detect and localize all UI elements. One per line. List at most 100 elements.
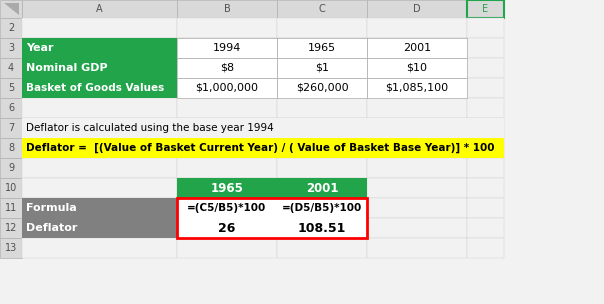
Bar — [367, 158, 467, 178]
Text: Formula: Formula — [26, 203, 77, 213]
Bar — [467, 158, 504, 178]
Bar — [467, 238, 504, 258]
Bar — [177, 58, 277, 78]
Bar — [177, 138, 277, 158]
Bar — [467, 58, 504, 78]
Bar — [22, 218, 177, 238]
Bar — [277, 18, 367, 38]
Polygon shape — [4, 3, 19, 15]
Bar — [177, 178, 277, 198]
Bar — [0, 238, 22, 258]
Bar — [367, 78, 467, 98]
Bar — [177, 78, 277, 98]
Bar — [277, 178, 367, 198]
Bar — [0, 98, 22, 118]
Bar — [177, 38, 277, 58]
Bar — [177, 238, 277, 258]
Bar — [367, 78, 467, 98]
Text: 8: 8 — [8, 143, 14, 153]
Bar — [277, 158, 367, 178]
Bar — [22, 58, 177, 78]
Text: 10: 10 — [5, 183, 17, 193]
Bar — [177, 98, 277, 118]
Bar — [467, 78, 504, 98]
Bar — [22, 118, 177, 138]
Bar — [277, 58, 367, 78]
Bar — [0, 138, 22, 158]
Bar — [277, 138, 367, 158]
Bar — [22, 218, 177, 238]
Bar — [0, 158, 22, 178]
Text: C: C — [319, 4, 326, 14]
Text: Nominal GDP: Nominal GDP — [26, 63, 108, 73]
Text: 5: 5 — [8, 83, 14, 93]
Text: 1994: 1994 — [213, 43, 241, 53]
Bar — [0, 218, 22, 238]
Bar — [467, 0, 504, 18]
Text: 7: 7 — [8, 123, 14, 133]
Text: =(C5/B5)*100: =(C5/B5)*100 — [187, 203, 266, 213]
Text: Deflator: Deflator — [26, 223, 77, 233]
Text: =(D5/B5)*100: =(D5/B5)*100 — [282, 203, 362, 213]
Text: 12: 12 — [5, 223, 17, 233]
Bar — [0, 18, 22, 38]
Bar — [367, 178, 467, 198]
Text: $1: $1 — [315, 63, 329, 73]
Bar — [277, 98, 367, 118]
Bar — [0, 198, 22, 218]
Bar — [367, 38, 467, 58]
Bar — [0, 118, 22, 138]
Bar — [177, 198, 277, 218]
Bar — [277, 198, 367, 218]
Bar — [0, 0, 22, 18]
Text: 108.51: 108.51 — [298, 222, 346, 234]
Text: $1,000,000: $1,000,000 — [196, 83, 259, 93]
Text: 2001: 2001 — [403, 43, 431, 53]
Bar — [277, 38, 367, 58]
Bar — [467, 118, 504, 138]
Bar — [367, 138, 467, 158]
Bar — [22, 238, 177, 258]
Bar — [467, 38, 504, 58]
Bar — [277, 238, 367, 258]
Bar — [467, 178, 504, 198]
Text: Basket of Goods Values: Basket of Goods Values — [26, 83, 164, 93]
Bar — [22, 78, 177, 98]
Bar — [367, 198, 467, 218]
Bar — [22, 18, 177, 38]
Bar — [177, 198, 367, 238]
Bar — [22, 38, 177, 58]
Text: $1,085,100: $1,085,100 — [385, 83, 449, 93]
Bar — [277, 78, 367, 98]
Bar — [367, 38, 467, 58]
Bar — [177, 18, 277, 38]
Text: 11: 11 — [5, 203, 17, 213]
Bar — [22, 158, 177, 178]
Bar — [22, 138, 177, 158]
Text: A: A — [96, 4, 103, 14]
Bar — [277, 58, 367, 78]
Bar — [0, 58, 22, 78]
Text: 1965: 1965 — [211, 181, 243, 195]
Bar — [467, 18, 504, 38]
Text: $260,000: $260,000 — [296, 83, 349, 93]
Bar — [177, 178, 277, 198]
Text: $10: $10 — [406, 63, 428, 73]
Text: Deflator =  [(Value of Basket Current Year) / ( Value of Basket Base Year)] * 10: Deflator = [(Value of Basket Current Yea… — [26, 143, 495, 153]
Text: 13: 13 — [5, 243, 17, 253]
Bar — [277, 198, 367, 218]
Bar — [0, 38, 22, 58]
Bar — [177, 158, 277, 178]
Bar — [177, 38, 277, 58]
Text: $8: $8 — [220, 63, 234, 73]
Bar — [177, 0, 277, 18]
Bar — [177, 218, 277, 238]
Text: 4: 4 — [8, 63, 14, 73]
Text: 2001: 2001 — [306, 181, 338, 195]
Text: 2: 2 — [8, 23, 14, 33]
Bar — [467, 198, 504, 218]
Bar — [277, 78, 367, 98]
Bar — [277, 218, 367, 238]
Bar — [22, 38, 177, 58]
Text: 1965: 1965 — [308, 43, 336, 53]
